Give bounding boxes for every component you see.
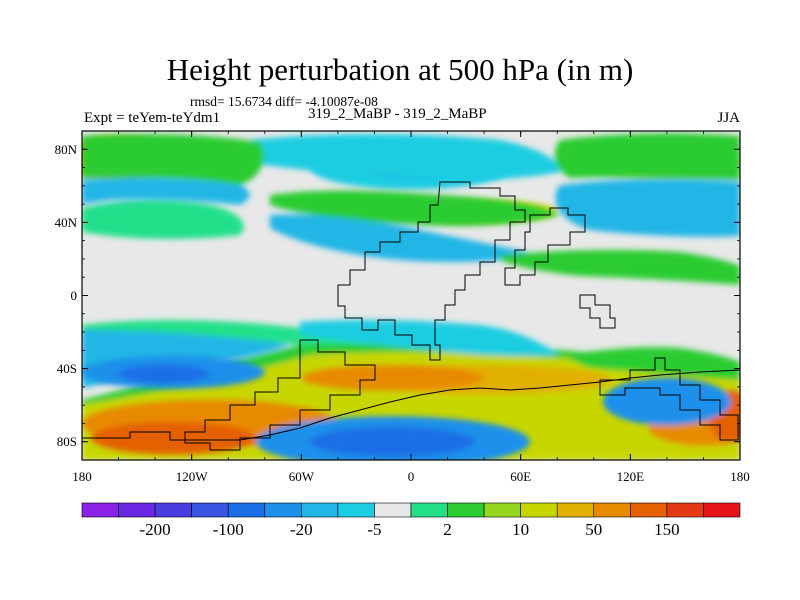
colorbar-swatch-14: [593, 502, 631, 518]
contour-region-7: [118, 364, 210, 384]
nh-cyan-band-left: [82, 177, 250, 205]
colorbar-label-7: 150: [654, 520, 680, 539]
contour-region-10: [602, 377, 731, 426]
colorbar-label-2: -20: [290, 520, 313, 539]
lon-label-1: 120W: [176, 469, 209, 484]
nh-cyan-band-lower: [270, 214, 540, 263]
antarctic-coastline: [82, 369, 740, 441]
map-field: [82, 131, 740, 460]
coastline-layer: [82, 181, 740, 451]
lon-label-2: 60W: [289, 469, 315, 484]
colorbar-swatch-6: [301, 502, 339, 518]
colorbar-swatch-3: [191, 502, 229, 518]
run-comparison-label: 319_2_MaBP - 319_2_MaBP: [308, 106, 487, 122]
colorbar-swatch-10: [447, 502, 485, 518]
continent-outline-southeast: [579, 294, 616, 329]
latitude-axis: 80N 40N 0 40S 80S: [55, 130, 740, 461]
colorbar-label-0: -200: [140, 520, 171, 539]
contour-region-1: [91, 421, 256, 455]
colorbar-swatch-9: [410, 502, 448, 518]
nh-cyan-band-right: [555, 179, 740, 237]
colorbar-label-4: 2: [443, 520, 452, 539]
continent-outline-sh-wedge: [184, 339, 376, 451]
nh-green-band-far-left: [82, 134, 264, 185]
sh-cyan-band-center: [300, 319, 560, 357]
colorbar-swatch-1: [118, 502, 156, 518]
continent-outline-right-cape: [599, 357, 739, 441]
colorbar-swatch-12: [520, 502, 558, 518]
nh-green-band-right: [500, 249, 740, 285]
lon-label-6: 180: [730, 469, 750, 484]
colorbar-swatch-0: [81, 502, 119, 518]
colorbar-swatch-8: [374, 502, 412, 518]
colorbar-swatch-15: [630, 502, 668, 518]
colorbar-labels: -200 -100 -20 -5 2 10 50 150: [140, 520, 680, 539]
colorbar-swatch-4: [227, 502, 266, 518]
colorbar-label-3: -5: [367, 520, 381, 539]
nh-green-band-left: [82, 200, 244, 239]
nh-cyan-band: [240, 134, 560, 180]
lon-label-0: 180: [72, 469, 92, 484]
nh-green-band-center: [270, 190, 560, 227]
continent-outline-east-arm: [504, 207, 586, 286]
lon-label-3: 0: [408, 469, 415, 484]
colorbar-swatch-17: [703, 502, 741, 518]
colorbar: [81, 502, 741, 518]
map-title: Height perturbation at 500 hPa (in m): [166, 52, 634, 87]
lat-label-3: 40S: [57, 361, 77, 376]
colorbar-swatch-5: [264, 502, 302, 518]
colorbar-swatch-13: [556, 502, 595, 518]
lon-label-4: 60E: [510, 469, 531, 484]
lon-label-5: 120E: [617, 469, 645, 484]
colorbar-swatch-7: [337, 502, 375, 518]
lat-label-4: 80S: [57, 434, 77, 449]
longitude-axis: 180 120W 60W 0 60E 120E 180: [72, 131, 750, 484]
rmsd-diff-stats: rmsd= 15.6734 diff= -4.10087e-08: [190, 94, 378, 109]
experiment-label: Expt = teYem-teYdm1: [84, 110, 221, 126]
lat-label-0: 80N: [55, 142, 78, 157]
contour-region-5: [301, 364, 485, 391]
sh-green-band-right: [560, 347, 740, 380]
nh-green-band-far-right: [554, 133, 740, 180]
colorbar-label-1: -100: [213, 520, 244, 539]
lat-label-1: 40N: [55, 215, 78, 230]
colorbar-swatch-11: [483, 502, 521, 518]
colorbar-label-6: 50: [585, 520, 602, 539]
colorbar-label-5: 10: [512, 520, 529, 539]
contour-region-9: [310, 427, 475, 457]
colorbar-swatch-2: [154, 502, 192, 518]
season-label: JJA: [717, 110, 740, 126]
nh-contour-layer: [82, 133, 740, 285]
continent-outline-central: [337, 181, 526, 361]
lat-label-2: 0: [71, 288, 78, 303]
colorbar-swatch-16: [666, 502, 704, 518]
